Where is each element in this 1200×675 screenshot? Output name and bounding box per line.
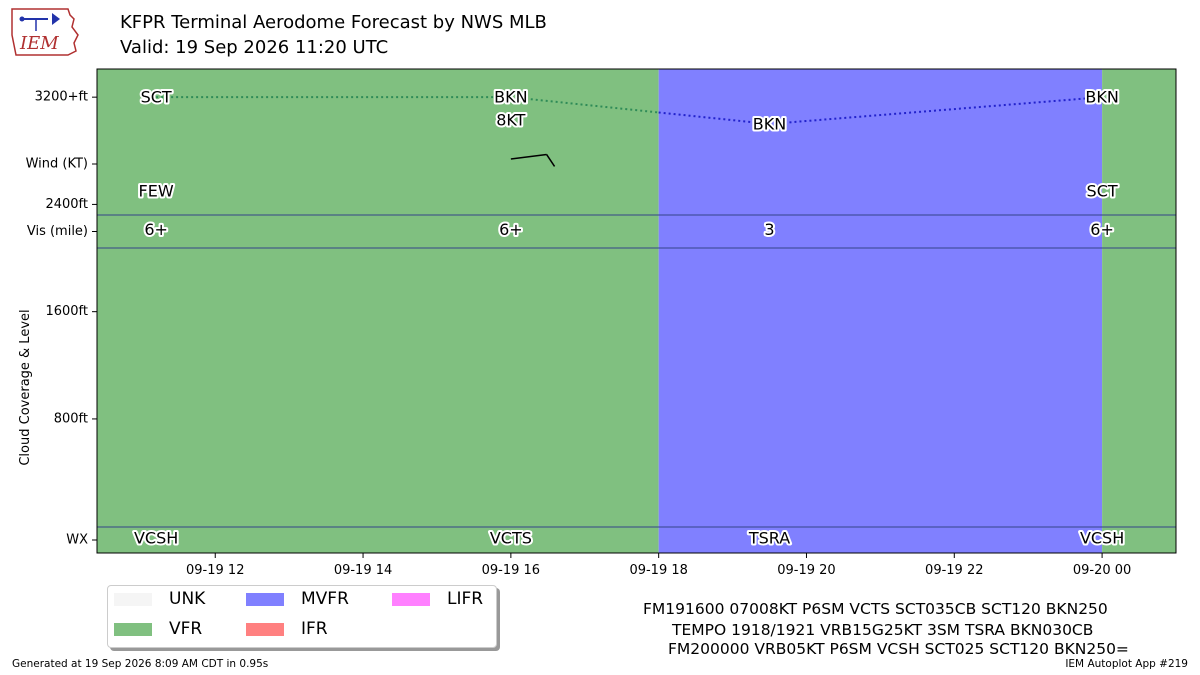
y-label-wx: WX (66, 533, 88, 548)
y-label-wind: Wind (KT) (26, 157, 88, 172)
legend-swatch-ifr (246, 622, 284, 636)
category-band-vfr-0 (97, 69, 659, 553)
wx-label-3: VCSH (1080, 529, 1124, 548)
cloud-label-3-0: BKN (1085, 88, 1118, 107)
taf-line-0: FM191600 07008KT P6SM VCTS SCT035CB SCT1… (643, 600, 1108, 618)
logo-text: IEM (19, 33, 59, 54)
wx-label-2: TSRA (748, 529, 790, 548)
legend-item-unk: UNK (114, 588, 205, 610)
wind-speed-label-1-halo: 8KT (496, 111, 525, 130)
cloud-label-0-1: FEW (139, 182, 174, 201)
ceiling-line-segment-1b (658, 111, 770, 125)
footer-generated: Generated at 19 Sep 2026 8:09 AM CDT in … (12, 658, 269, 670)
vis-label-3-halo: 6+ (1090, 220, 1114, 239)
cloud-label-0-1-halo: FEW (139, 182, 174, 201)
cloud-label-1-0-halo: BKN (494, 88, 527, 107)
plot-frame (96, 68, 1177, 554)
vis-label-3: 6+ (1090, 220, 1114, 239)
legend-label-unk: UNK (169, 589, 206, 609)
iem-logo: IEM (11, 8, 79, 56)
legend-label-mvfr: MVFR (301, 589, 349, 609)
x-tick-label-5: 09-19 22 (925, 563, 983, 578)
wx-label-2-halo: TSRA (748, 529, 790, 548)
x-tick-label-1: 09-19 14 (334, 563, 392, 578)
cloud-label-3-1-halo: SCT (1087, 182, 1118, 201)
wx-label-0-halo: VCSH (134, 529, 178, 548)
x-tick-label-6: 09-20 00 (1073, 563, 1131, 578)
cloud-tick-label-0: 800ft (54, 411, 88, 426)
vis-label-1-halo: 6+ (499, 220, 523, 239)
legend-item-lifr: LIFR (392, 588, 483, 610)
wx-label-3-halo: VCSH (1080, 529, 1124, 548)
legend-swatch-mvfr (246, 592, 284, 606)
wx-label-1-halo: VCTS (490, 529, 532, 548)
x-tick-label-3: 09-19 18 (629, 563, 687, 578)
x-tick-label-0: 09-19 12 (186, 563, 244, 578)
legend-swatch-vfr (114, 622, 152, 636)
cloud-tick-label-3: 3200+ft (35, 90, 88, 105)
chart-title: KFPR Terminal Aerodome Forecast by NWS M… (120, 12, 547, 33)
x-tick-label-4: 09-19 20 (777, 563, 835, 578)
cloud-label-1-0: BKN (494, 88, 527, 107)
legend-item-ifr: IFR (246, 618, 328, 640)
cloud-label-3-0-halo: BKN (1085, 88, 1118, 107)
legend: UNK MVFR LIFR VFR IFR (107, 585, 497, 648)
category-band-mvfr-1 (658, 69, 1103, 553)
vis-label-0: 6+ (144, 220, 168, 239)
vis-label-2-halo: 3 (764, 220, 774, 239)
y-label-vis: Vis (mile) (27, 224, 88, 239)
cloud-tick-label-2: 2400ft (45, 197, 88, 212)
ceiling-line-segment-2 (769, 96, 1103, 125)
legend-label-vfr: VFR (169, 619, 203, 639)
category-band-vfr-2 (1102, 69, 1176, 553)
legend-label-ifr: IFR (301, 619, 328, 639)
vis-label-1: 6+ (499, 220, 523, 239)
wind-barb-flag-1 (545, 154, 556, 167)
vis-label-0-halo: 6+ (144, 220, 168, 239)
legend-swatch-unk (114, 592, 152, 606)
cloud-label-0-0-halo: SCT (141, 88, 172, 107)
vis-label-2: 3 (764, 220, 774, 239)
wind-barb-staff-1 (510, 153, 547, 160)
taf-line-2: FM200000 VRB05KT P6SM VCSH SCT025 SCT120… (668, 640, 1129, 658)
wx-label-1: VCTS (490, 529, 532, 548)
footer-app-id: IEM Autoplot App #219 (1065, 658, 1188, 670)
cloud-label-2-0: BKN (753, 114, 786, 133)
cloud-label-2-0-halo: BKN (753, 114, 786, 133)
legend-swatch-lifr (392, 592, 430, 606)
chart-subtitle: Valid: 19 Sep 2026 11:20 UTC (120, 37, 389, 58)
cloud-tick-label-1: 1600ft (45, 304, 88, 319)
wx-label-0: VCSH (134, 529, 178, 548)
legend-item-vfr: VFR (114, 618, 202, 640)
taf-line-1: TEMPO 1918/1921 VRB15G25KT 3SM TSRA BKN0… (672, 621, 1094, 639)
cloud-label-3-1: SCT (1087, 182, 1118, 201)
y-axis-label-cloud: Cloud Coverage & Level (18, 309, 33, 465)
x-tick-label-2: 09-19 16 (482, 563, 540, 578)
cloud-label-0-0: SCT (141, 88, 172, 107)
legend-label-lifr: LIFR (447, 589, 484, 609)
legend-item-mvfr: MVFR (246, 588, 349, 610)
wind-speed-label-1: 8KT (496, 111, 525, 130)
